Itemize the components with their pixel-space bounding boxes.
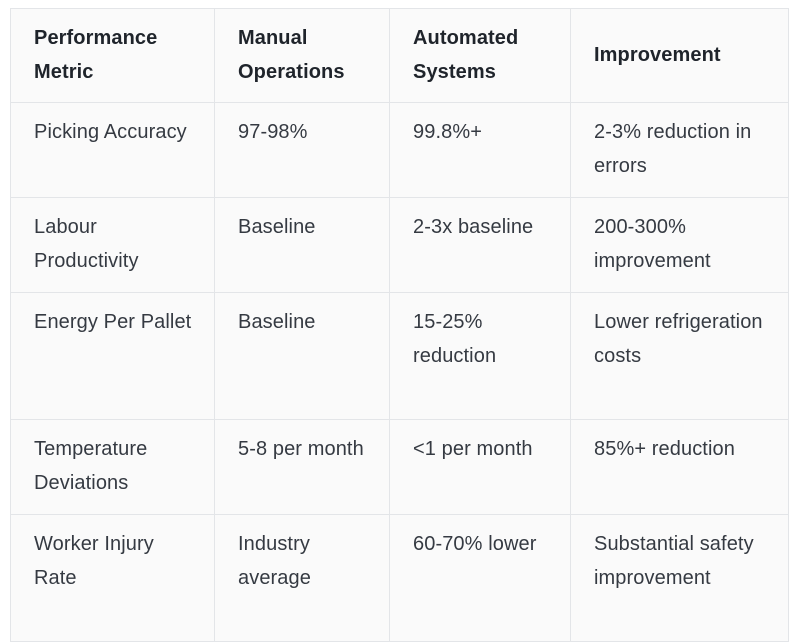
cell-metric: Labour Productivity (10, 197, 215, 293)
comparison-table-container: Performance Metric Manual Operations Aut… (10, 8, 789, 642)
cell-improvement: 85%+ reduction (570, 419, 789, 515)
cell-automated: 99.8%+ (389, 102, 571, 198)
cell-manual: Baseline (214, 292, 390, 420)
cell-improvement: 2-3% reduction in errors (570, 102, 789, 198)
cell-improvement: Lower refrigeration costs (570, 292, 789, 420)
cell-automated: 2-3x baseline (389, 197, 571, 293)
cell-metric: Worker Injury Rate (10, 514, 215, 642)
cell-automated: <1 per month (389, 419, 571, 515)
header-manual-operations: Manual Operations (214, 8, 390, 103)
table-header-row: Performance Metric Manual Operations Aut… (10, 8, 789, 103)
cell-improvement: Substantial safety improvement (570, 514, 789, 642)
header-automated-systems: Automated Systems (389, 8, 571, 103)
table-row: Worker Injury Rate Industry average 60-7… (10, 514, 789, 642)
cell-manual: Baseline (214, 197, 390, 293)
cell-manual: 97-98% (214, 102, 390, 198)
header-improvement: Improvement (570, 8, 789, 103)
cell-automated: 15-25% reduction (389, 292, 571, 420)
cell-improvement: 200-300% improvement (570, 197, 789, 293)
table-row: Temperature Deviations 5-8 per month <1 … (10, 419, 789, 515)
table-row: Picking Accuracy 97-98% 99.8%+ 2-3% redu… (10, 102, 789, 198)
cell-automated: 60-70% lower (389, 514, 571, 642)
cell-manual: Industry average (214, 514, 390, 642)
cell-metric: Energy Per Pallet (10, 292, 215, 420)
cell-metric: Picking Accuracy (10, 102, 215, 198)
header-performance-metric: Performance Metric (10, 8, 215, 103)
performance-comparison-table: Performance Metric Manual Operations Aut… (10, 8, 789, 642)
table-row: Labour Productivity Baseline 2-3x baseli… (10, 197, 789, 293)
table-row: Energy Per Pallet Baseline 15-25% reduct… (10, 292, 789, 420)
cell-manual: 5-8 per month (214, 419, 390, 515)
cell-metric: Temperature Deviations (10, 419, 215, 515)
